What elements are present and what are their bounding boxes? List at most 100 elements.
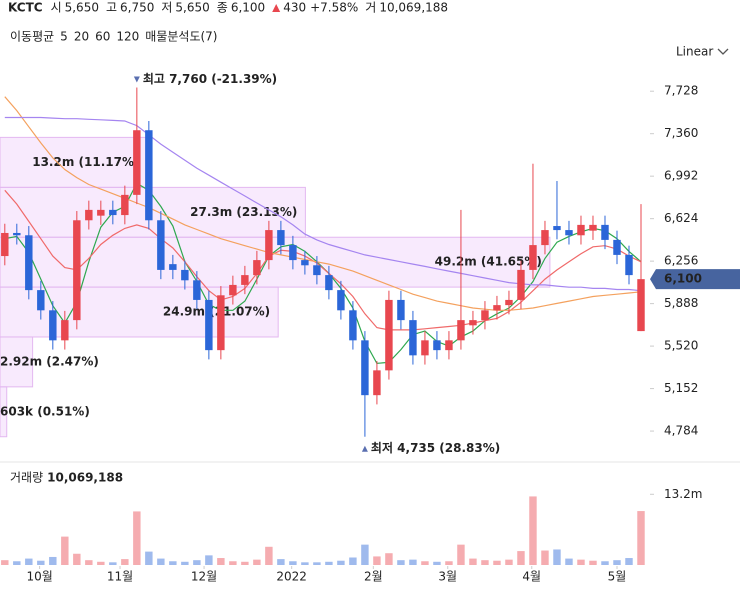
volume-bar: [61, 536, 69, 565]
candle-body: [397, 299, 405, 321]
candle-body: [289, 245, 297, 261]
y-tick-label: 7,728: [664, 84, 698, 98]
volume-bar: [613, 560, 621, 565]
volume-profile-label: 13.2m (11.17%): [32, 155, 139, 169]
volume-profile-bar: [0, 236, 551, 288]
candle-body: [229, 284, 237, 296]
volume-bar: [169, 561, 177, 565]
volume-bar: [637, 511, 645, 565]
change-pct: +7.58%: [310, 1, 358, 15]
candle-body: [49, 310, 57, 341]
volume-bar: [337, 560, 345, 565]
candle-body: [601, 224, 609, 240]
volume-bar: [505, 559, 513, 565]
volume-value: 10,069,188: [379, 1, 448, 15]
volume-bar: [409, 559, 417, 565]
candle-body: [241, 275, 249, 285]
ohlc-value: 5,650: [65, 1, 99, 15]
candle-body: [505, 299, 513, 306]
volume-bar: [277, 559, 285, 565]
volume-bar: [361, 544, 369, 565]
x-tick-label: 11월: [107, 570, 133, 584]
volume-profile-label: 24.9m (21.07%): [163, 305, 270, 319]
candle-body: [469, 320, 477, 326]
change: 430: [283, 1, 306, 15]
volume-bar: [445, 561, 453, 565]
candle-body: [61, 320, 69, 341]
candle-body: [481, 310, 489, 321]
candle-body: [517, 269, 525, 300]
ma-label: 이동평균: [10, 30, 54, 44]
ohlc-label: 종: [217, 1, 228, 15]
volume-bar: [481, 560, 489, 565]
candle-body: [157, 220, 165, 270]
candle-body: [361, 340, 369, 396]
volume-bar: [217, 558, 225, 565]
candle-body: [37, 290, 45, 311]
volume-bar: [457, 544, 465, 565]
volume-title: 거래량: [10, 471, 43, 485]
volume-bar: [553, 549, 561, 565]
volume-bar: [1, 560, 9, 565]
up-triangle: [272, 4, 281, 12]
volume-profile-bar: [0, 386, 8, 438]
volume-bar: [253, 559, 261, 565]
y-tick-label: 6,256: [664, 254, 698, 268]
candle-body: [589, 224, 597, 231]
moving-average-line: [4, 116, 642, 292]
x-tick-label: 2022: [276, 570, 307, 584]
volume-bar: [301, 562, 309, 565]
volume-bar: [73, 553, 81, 565]
candle-body: [109, 209, 117, 216]
legend-entry: 120: [116, 30, 139, 44]
scale-chevron[interactable]: [717, 48, 729, 55]
volume-bar: [349, 557, 357, 565]
extreme-label: 최저 4,735 (28.83%): [371, 440, 500, 455]
candle-body: [577, 224, 585, 236]
candle-body: [325, 275, 333, 291]
volume-profile-label: 49.2m (41.65%): [435, 255, 542, 269]
candle-body: [445, 340, 453, 351]
ohlc-label: 고: [106, 1, 117, 15]
candle-body: [25, 235, 33, 291]
candle-body: [133, 130, 141, 195]
candle-body: [349, 310, 357, 341]
volume-profile-label: 2.92m (2.47%): [0, 354, 99, 368]
y-tick-label: 6,624: [664, 211, 698, 225]
volume-bar: [193, 560, 201, 565]
extreme-label: 최고 7,760 (-21.39%): [143, 71, 277, 86]
volume-bar: [529, 496, 537, 565]
ohlc-value: 6,100: [231, 1, 265, 15]
volume-bar: [181, 561, 189, 565]
candle-body: [205, 299, 213, 351]
volume-bar: [49, 556, 57, 565]
y-tick-label: 5,152: [664, 381, 698, 395]
volume-profile-label: 27.3m (23.13%): [190, 205, 297, 219]
volume-profile-label: 603k (0.51%): [0, 404, 90, 418]
candle-body: [277, 230, 285, 246]
volume-bar: [241, 561, 249, 565]
symbol: KCTC: [8, 1, 43, 15]
candle-body: [265, 230, 273, 261]
volume-bar: [565, 558, 573, 565]
legend-entry: 20: [74, 30, 89, 44]
volume-bar: [229, 561, 237, 565]
candle-body: [13, 232, 21, 236]
candle-body: [85, 209, 93, 221]
volume-bar: [13, 561, 21, 565]
candle-body: [169, 264, 177, 270]
scale-mode: Linear: [676, 45, 713, 59]
candle-body: [541, 230, 549, 246]
volume-profile-bar: [0, 286, 279, 338]
volume-bar: [541, 550, 549, 565]
volume-last: 10,069,188: [47, 471, 123, 485]
candle-body: [385, 299, 393, 371]
y-tick-label: 4,784: [664, 424, 698, 438]
volume-bar: [601, 561, 609, 565]
candle-body: [421, 340, 429, 356]
moving-average-line: [4, 96, 642, 311]
extreme-marker: [361, 445, 368, 452]
candle-body: [553, 226, 561, 231]
volume-bar: [145, 551, 153, 565]
volume-bar: [385, 553, 393, 565]
